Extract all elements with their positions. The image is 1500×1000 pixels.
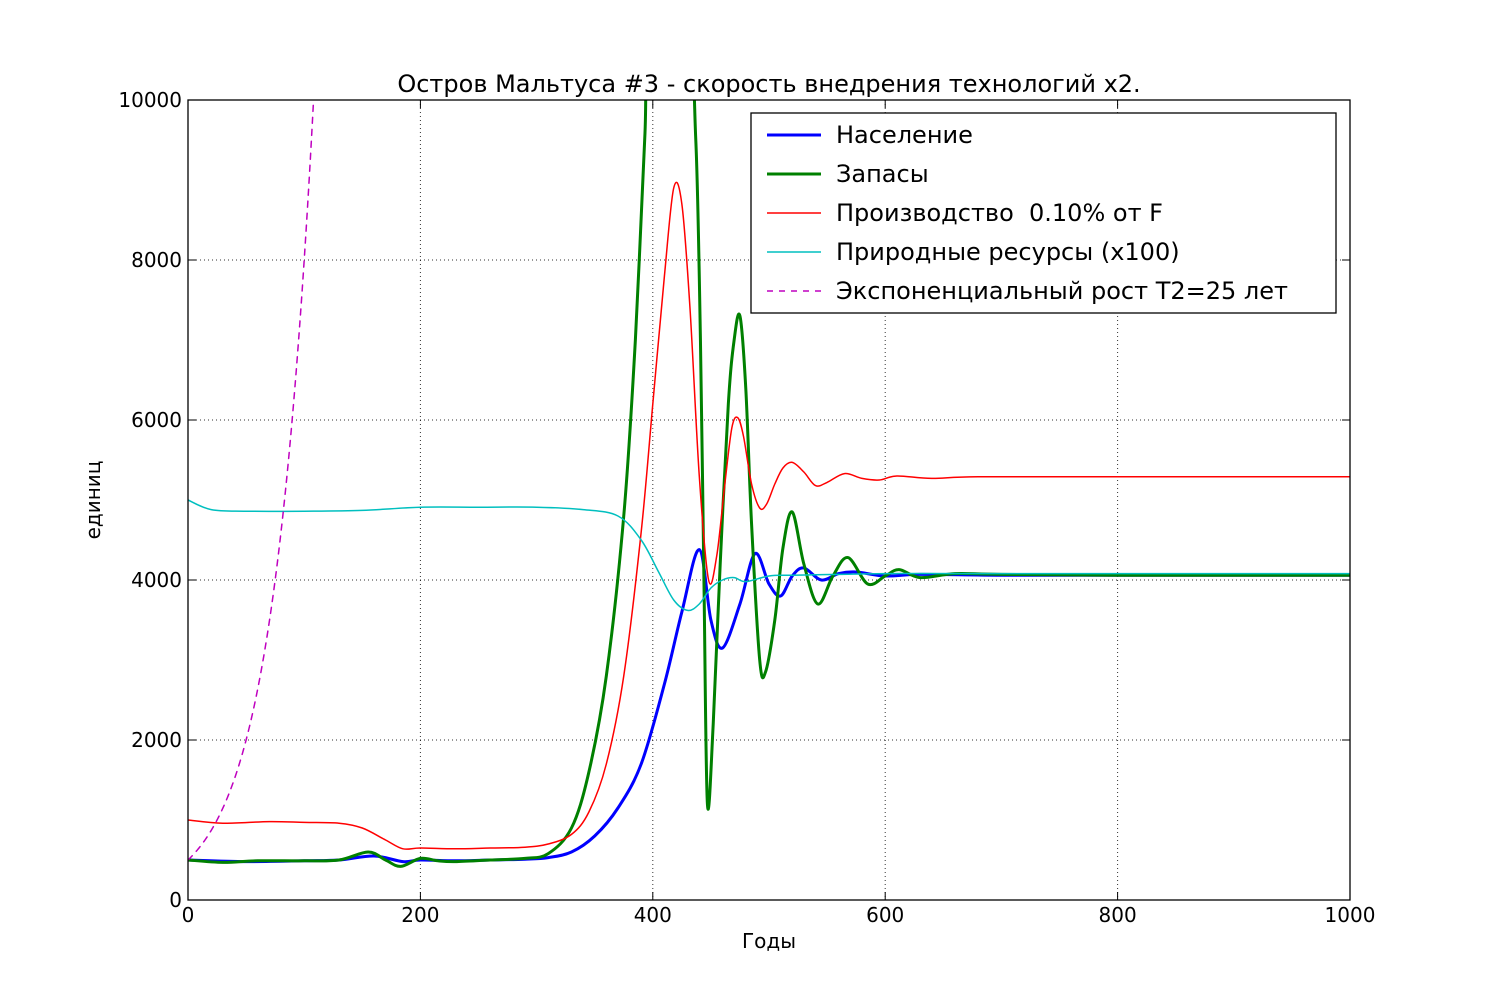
x-tick-label: 200 [401,903,439,927]
legend-label-population: Население [836,121,973,149]
x-tick-label: 0 [182,903,195,927]
series-line-production [188,181,1350,850]
y-tick-label: 6000 [131,408,182,432]
legend-label-natural-resources: Природные ресурсы (x100) [836,238,1180,266]
y-axis-label: единиц [81,461,105,540]
plot-frame [187,99,1351,901]
legend-label-production: Производство 0.10% от F [836,199,1163,227]
x-tick-label: 400 [634,903,672,927]
series-layer [188,100,1350,868]
y-tick-label: 0 [169,888,182,912]
series-line-natural-resources [188,499,1350,612]
legend-label-exponential-growth: Экспоненциальный рост T2=25 лет [836,277,1288,305]
y-tick-label: 2000 [131,728,182,752]
chart-title: Остров Мальтуса #3 - скорость внедрения … [397,70,1140,98]
series-line-reserves [188,100,1350,868]
legend-box [750,112,1337,314]
y-tick-label: 4000 [131,568,182,592]
y-tick-label: 8000 [131,248,182,272]
legend-label-reserves: Запасы [836,160,929,188]
series-line-exponential-growth [188,100,315,861]
x-tick-label: 600 [866,903,904,927]
x-axis-label: Годы [742,929,796,953]
series-line-population [188,548,1350,864]
y-tick-label: 10000 [118,88,182,112]
legend: Население Запасы Производство 0.10% от F Пр… [750,112,1337,314]
x-tick-label: 800 [1099,903,1137,927]
x-tick-label: 1000 [1325,903,1376,927]
